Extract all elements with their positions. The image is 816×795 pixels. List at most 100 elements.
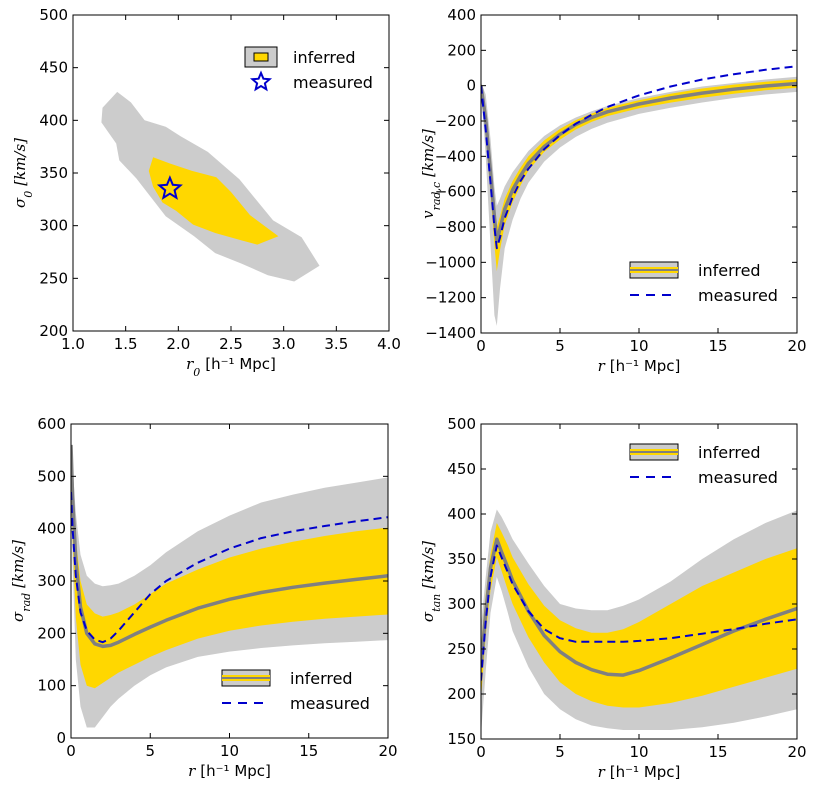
x-axis-label-subscript: 0 [193,366,200,379]
y-tick-label: 500 [447,415,476,433]
y-tick-label: −1200 [425,289,476,307]
legend: inferred measured [244,46,373,92]
y-tick-label: −1400 [425,324,476,342]
x-tick-label: 15 [708,337,727,355]
x-tick-label: 10 [629,337,648,355]
y-axis-label: σtan[km/s] [419,541,443,622]
x-tick-label: 10 [220,742,239,760]
measured-point-star [156,175,183,200]
legend: inferred measured [629,443,778,487]
y-axis-label-subscript: tan [430,594,443,612]
y-axis-label: σ0[km/s] [11,138,35,208]
x-tick-label: 0 [66,742,76,760]
plot-area [101,91,320,282]
y-tick-label: 500 [37,467,66,485]
x-tick-label: 20 [787,743,806,761]
y-tick-label: −600 [435,183,476,201]
inferred-median-line [71,444,388,649]
legend-label: inferred [698,443,761,462]
measured-dashed-line [481,65,797,250]
x-tick-label: 10 [629,743,648,761]
y-axis-label-unit: [km/s] [419,129,437,177]
x-tick-label: 2.5 [219,335,243,353]
legend-label: measured [698,468,778,487]
y-tick-label: 350 [39,164,68,182]
plot-area [71,434,388,728]
y-axis-label-unit: [km/s] [11,138,29,186]
x-tick-label: 3.0 [272,335,296,353]
x-tick-label: 15 [299,742,318,760]
x-tick-label: 20 [787,337,806,355]
legend-label: inferred [290,669,353,688]
y-tick-label: 300 [39,217,68,235]
x-tick-label: 0 [476,743,486,761]
plot-area [481,65,797,326]
legend-inner-swatch [253,52,269,62]
x-tick-label: 20 [378,742,397,760]
y-tick-label: 500 [39,6,68,24]
x-tick-label: 1.5 [114,335,138,353]
y-tick-label: 400 [447,6,476,24]
y-tick-label: 400 [447,505,476,523]
y-tick-label: 200 [37,624,66,642]
y-tick-label: 350 [447,550,476,568]
legend: inferred measured [221,669,370,713]
panel-sigma-tan-vs-r: 0 5 10 15 20 150 200 250 300 350 400 450 500 r [h⁻¹ Mp… [419,415,807,781]
y-tick-label: −800 [435,218,476,236]
y-tick-label: −400 [435,147,476,165]
y-tick-label: −200 [435,112,476,130]
inferred-median-line [481,81,797,243]
y-tick-label: 0 [56,729,66,747]
legend-label: measured [698,286,778,305]
y-tick-label: 450 [447,460,476,478]
x-axis-label-unit: [h⁻¹ Mpc] [205,355,276,373]
y-axis-label-unit: [km/s] [419,541,437,589]
y-tick-label: 400 [39,111,68,129]
inner-confidence-band [71,455,388,689]
inferred-median-line [481,537,797,677]
y-tick-label: 400 [37,520,66,538]
y-tick-label: 150 [447,730,476,748]
y-tick-label: 600 [37,415,66,433]
x-tick-label: 2.0 [166,335,190,353]
x-axis-label: r [h⁻¹ Mpc] [188,762,271,780]
x-tick-label: 1.0 [61,335,85,353]
y-axis-label-unit: [km/s] [9,540,27,588]
legend: inferred measured [629,261,778,305]
legend-star-marker [249,70,273,92]
x-tick-label: 5 [555,743,565,761]
x-axis-label-unit: [h⁻¹ Mpc] [200,762,271,780]
y-axis-label-subscript: rad,c [430,182,443,211]
x-axis-label-unit: [h⁻¹ Mpc] [610,357,681,375]
x-tick-label: 3.5 [324,335,348,353]
x-tick-label: 0 [476,337,486,355]
y-tick-label: 300 [447,595,476,613]
y-tick-label: 100 [37,677,66,695]
y-axis-label-subscript: 0 [22,191,35,198]
x-axis-label: r0 [h⁻¹ Mpc] [186,355,276,379]
legend-label: measured [293,73,373,92]
panel-vrad-vs-r: 0 5 10 15 20 −1400 −1200 −1000 −800 −600 −400 −200 0… [419,6,807,375]
legend-label: inferred [698,261,761,280]
y-tick-label: 0 [466,77,476,95]
legend-label: measured [290,694,370,713]
y-tick-label: −1000 [425,253,476,271]
inner-confidence-band [481,523,797,708]
y-tick-label: 200 [447,685,476,703]
inner-confidence-region [148,157,279,245]
legend-label: inferred [293,48,356,67]
y-axis-label: σrad[km/s] [9,540,33,622]
y-tick-label: 250 [447,640,476,658]
x-axis-label-unit: [h⁻¹ Mpc] [610,763,681,781]
x-tick-label: 5 [555,337,565,355]
measured-dashed-line [71,491,388,644]
x-axis-label: r [h⁻¹ Mpc] [598,357,681,375]
x-axis-label: r [h⁻¹ Mpc] [598,763,681,781]
y-axis-label-subscript: rad [20,593,33,612]
x-tick-label: 5 [145,742,155,760]
x-tick-label: 4.0 [377,335,401,353]
y-tick-label: 450 [39,59,68,77]
y-tick-label: 200 [39,322,68,340]
plot-area [481,509,797,735]
